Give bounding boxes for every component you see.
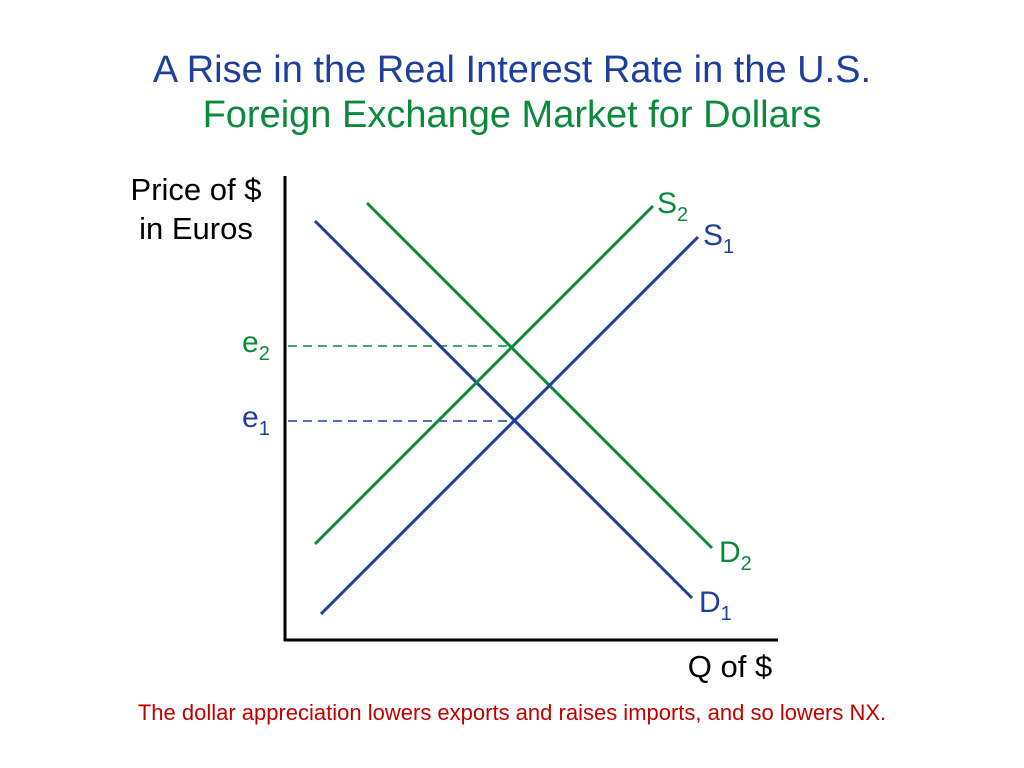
s2-label: S2 [657,187,688,226]
d1-label: D1 [699,586,732,625]
x-axis-label: Q of $ [688,649,772,684]
title-line-1: A Rise in the Real Interest Rate in the … [152,49,872,91]
e2-label: e2 [242,326,270,365]
d2-label: D2 [719,536,752,575]
demand-curve-d1 [313,219,694,600]
caption: The dollar appreciation lowers exports a… [137,700,887,725]
s1-label: S1 [703,219,734,258]
y-axis-label-line-1: Price of $ [131,172,262,207]
y-axis-label-line-2: in Euros [139,211,253,246]
supply-curve-s1 [319,235,700,616]
title-line-2: Foreign Exchange Market for Dollars [202,94,822,136]
e1-label: e1 [242,401,270,440]
demand-curve-d2 [365,201,714,550]
supply-curve-s2 [313,204,655,546]
